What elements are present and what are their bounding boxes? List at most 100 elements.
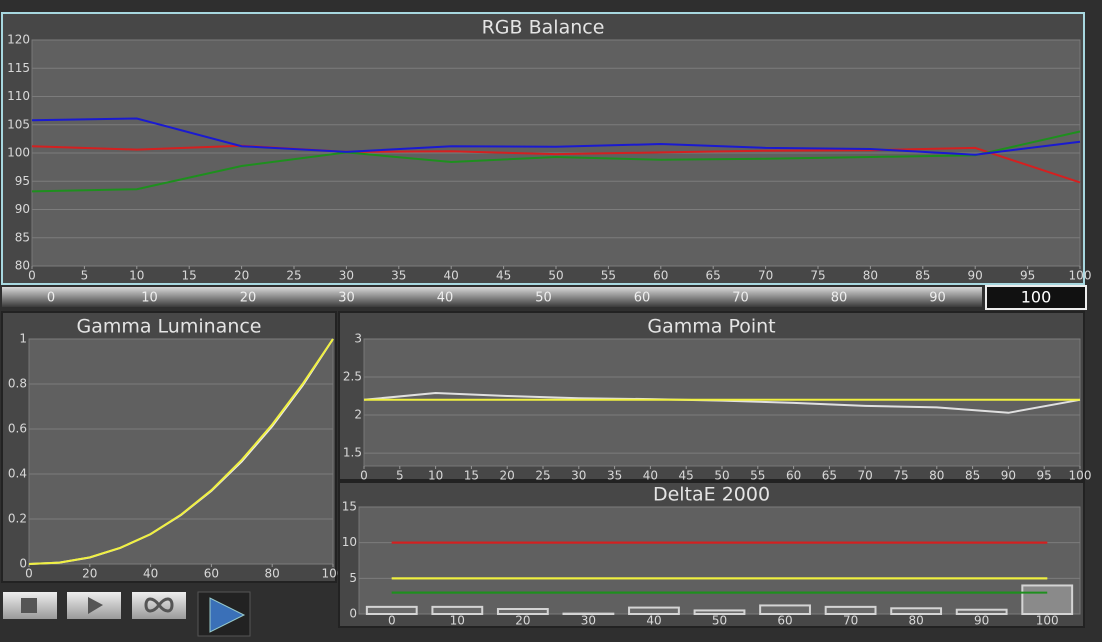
stimulus-level[interactable]: 20 [240,291,257,306]
x-tick-label: 10 [428,469,443,483]
stimulus-track [2,287,982,307]
stimulus-bar: 100 0 10 20 30 40 50 60 70 80 90 [2,285,1087,310]
x-tick-label: 0 [388,614,396,628]
x-tick-label: 60 [777,614,792,628]
stimulus-level[interactable]: 50 [535,291,552,306]
x-tick-label: 75 [893,469,908,483]
loop-icon [144,597,174,613]
stimulus-level[interactable]: 10 [141,291,158,306]
y-tick-label: 1.5 [343,446,362,460]
y-tick-label: 0.4 [8,467,27,481]
x-tick-label: 80 [929,469,944,483]
chart-panel: RGB Balance 80 85 90 95 100 105 110 115 120 0 5 10 15… [1,12,1092,285]
y-tick-label: 0 [19,557,27,571]
y-tick-label: 0.6 [8,422,27,436]
x-tick-label: 30 [571,469,586,483]
x-tick-label: 15 [464,469,479,483]
bar [693,609,746,616]
x-tick-label: 100 [1069,269,1092,283]
x-tick-label: 0 [360,469,368,483]
y-tick-label: 0.2 [8,512,27,526]
stop-icon [21,598,37,613]
y-tick-label: 0 [349,607,357,621]
x-tick-label: 35 [607,469,622,483]
series-line [28,338,334,565]
series-line [31,144,1081,184]
y-tick-label: 3 [354,332,362,346]
x-tick-label: 40 [643,469,658,483]
y-tick-label: 2 [354,408,362,422]
stimulus-level[interactable]: 80 [831,291,848,306]
x-tick-label: 0 [28,269,36,283]
series-line [31,117,1081,156]
x-tick-label: 20 [234,269,249,283]
stimulus-level[interactable]: 90 [929,291,946,306]
plot-area [363,338,1081,467]
y-tick-label: 90 [15,202,30,216]
x-tick-label: 100 [1036,614,1059,628]
bar [759,604,811,616]
x-tick-label: 95 [1020,269,1035,283]
bar [628,606,680,616]
x-tick-label: 30 [339,269,354,283]
x-tick-label: 45 [679,469,694,483]
x-tick-label: 50 [712,614,727,628]
x-tick-label: 20 [82,567,97,581]
stimulus-level[interactable]: 0 [47,291,55,306]
x-tick-label: 60 [653,269,668,283]
x-tick-label: 20 [500,469,515,483]
stimulus-level[interactable]: 30 [338,291,355,306]
x-tick-label: 70 [758,269,773,283]
y-tick-label: 105 [7,117,30,131]
chart-title: RGB Balance [482,17,605,39]
y-tick-label: 110 [7,89,30,103]
x-tick-label: 10 [129,269,144,283]
y-tick-label: 1 [19,332,27,346]
bar [496,608,549,615]
x-tick-label: 90 [974,614,989,628]
x-tick-label: 70 [858,469,873,483]
stimulus-selected[interactable] [985,285,1087,310]
x-tick-label: 25 [286,269,301,283]
y-tick-label: 95 [15,174,30,188]
series-line [31,130,1081,193]
x-tick-label: 65 [706,269,721,283]
controls [3,591,251,637]
x-tick-label: 30 [581,614,596,628]
stimulus-level[interactable]: 60 [634,291,651,306]
plot-area [28,338,334,565]
x-tick-label: 95 [1037,469,1052,483]
stimulus-level[interactable]: 40 [437,291,454,306]
x-tick-label: 45 [496,269,511,283]
y-tick-label: 5 [349,571,357,585]
stimulus-level[interactable]: 70 [732,291,749,306]
x-tick-label: 5 [81,269,89,283]
run-icon [209,597,246,633]
y-tick-label: 2.5 [343,370,362,384]
x-tick-label: 15 [182,269,197,283]
x-tick-label: 75 [810,269,825,283]
x-tick-label: 55 [601,269,616,283]
x-tick-label: 90 [1001,469,1016,483]
x-tick-label: 5 [396,469,404,483]
y-tick-label: 0.8 [8,377,27,391]
x-tick-label: 80 [265,567,280,581]
chart-title: Gamma Luminance [76,316,261,338]
x-tick-label: 10 [450,614,465,628]
x-tick-label: 0 [25,567,33,581]
bar [890,607,943,616]
x-tick-label: 100 [1069,469,1092,483]
x-tick-label: 90 [968,269,983,283]
play-icon [88,597,103,614]
plot-area [358,506,1081,615]
x-tick-label: 40 [143,567,158,581]
x-tick-label: 35 [391,269,406,283]
chart-panel: DeltaE 2000 0 5 10 15 0 10 20 30 40 50 60 70 80 90 100 [338,481,1085,628]
x-tick-label: 40 [444,269,459,283]
x-tick-label: 40 [646,614,661,628]
y-tick-label: 100 [7,146,30,160]
bar [431,605,484,615]
chart-title: Gamma Point [647,316,775,338]
